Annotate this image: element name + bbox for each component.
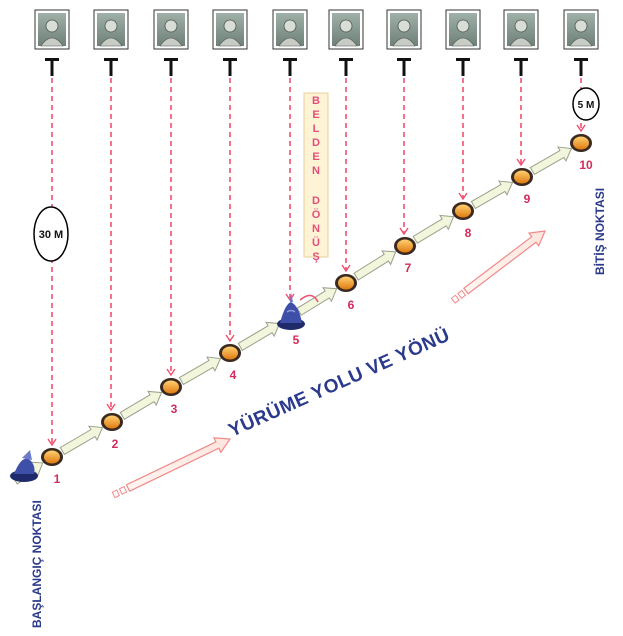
face-target-photo-icon xyxy=(272,9,308,50)
face-target-photo-icon xyxy=(445,9,481,50)
station-number: 1 xyxy=(54,472,61,486)
post-cap-icon xyxy=(283,58,297,61)
walking-path-label: YÜRÜME YOLU VE YÖNÜ xyxy=(225,325,453,442)
direction-arrow-tail xyxy=(450,294,460,304)
station-number: 2 xyxy=(112,437,119,451)
start-point-label: BAŞLANGIÇ NOKTASI xyxy=(30,500,44,628)
guide-arrowhead xyxy=(516,158,526,167)
guide-arrowhead xyxy=(341,264,351,273)
guide-arrowhead xyxy=(166,368,176,377)
guide-arrowhead xyxy=(458,192,468,201)
station-number: 9 xyxy=(524,192,531,206)
guide-arrowhead xyxy=(285,293,295,302)
station-marker-fill xyxy=(455,204,471,218)
station-markers xyxy=(41,134,592,466)
post-icon xyxy=(519,60,523,76)
distance-30m-label: 30 M xyxy=(39,229,63,241)
path-arrow xyxy=(178,356,222,386)
post-icon xyxy=(579,60,583,76)
station-number: 10 xyxy=(579,158,593,172)
post-cap-icon xyxy=(339,58,353,61)
post-icon xyxy=(109,60,113,76)
station-numbers: 1 2 3 4 5 6 7 8 9 10 xyxy=(54,158,593,486)
station-number: 3 xyxy=(171,402,178,416)
end-point-label: BİTİŞ NOKTASI xyxy=(592,188,607,275)
station-marker-fill xyxy=(514,170,530,184)
station-marker-fill xyxy=(222,346,238,360)
direction-arrow-tail xyxy=(118,485,128,495)
post-cap-icon xyxy=(574,58,588,61)
post-icon xyxy=(228,60,232,76)
path-arrow xyxy=(119,390,163,421)
start-cone-icon xyxy=(10,450,38,482)
direction-arrows xyxy=(111,230,546,499)
path-arrow xyxy=(353,250,397,281)
path-arrow xyxy=(237,321,281,352)
face-target-photo-icon xyxy=(34,9,70,50)
guide-arrowhead xyxy=(399,227,409,236)
turn-arc-icon xyxy=(299,294,319,303)
post-cap-icon xyxy=(514,58,528,61)
post-cap-icon xyxy=(223,58,237,61)
face-target-photo-icon xyxy=(386,9,422,50)
post-cap-icon xyxy=(104,58,118,61)
direction-arrow-tail xyxy=(111,489,121,499)
distance-5m-badge: 5 M xyxy=(572,87,600,121)
post-icon xyxy=(50,60,54,76)
face-target-photo-icon xyxy=(153,9,189,50)
post-icon xyxy=(169,60,173,76)
distance-30m-badge: 30 M xyxy=(33,206,69,262)
path-arrow xyxy=(529,146,573,176)
station-number: 4 xyxy=(230,368,237,382)
station-marker-fill xyxy=(104,415,120,429)
station-marker-fill xyxy=(338,276,354,290)
path-arrow xyxy=(470,180,514,210)
station-number: 7 xyxy=(405,261,412,275)
face-target-photo-icon xyxy=(212,9,248,50)
post-icon xyxy=(288,60,292,76)
post-icon xyxy=(461,60,465,76)
guide-arrowhead xyxy=(576,124,586,133)
post-cap-icon xyxy=(397,58,411,61)
path-arrow xyxy=(59,425,104,456)
station-number: 5 xyxy=(293,333,300,347)
station-marker-fill xyxy=(573,136,589,150)
station-number: 6 xyxy=(348,298,355,312)
post-icon xyxy=(344,60,348,76)
guide-arrowhead xyxy=(106,403,116,412)
post-icon xyxy=(402,60,406,76)
post-cap-icon xyxy=(45,58,59,61)
face-target-photo-icon xyxy=(328,9,364,50)
guide-arrowhead xyxy=(47,438,57,447)
post-cap-icon xyxy=(456,58,470,61)
station-number: 8 xyxy=(465,226,472,240)
turn-cone-icon xyxy=(277,292,305,330)
face-target-photo-icon xyxy=(503,9,539,50)
direction-arrow xyxy=(463,230,546,295)
face-target-photo-icon xyxy=(563,9,599,50)
path-arrow xyxy=(412,214,455,244)
guide-arrowhead xyxy=(225,334,235,343)
post-cap-icon xyxy=(164,58,178,61)
station-marker-fill xyxy=(397,239,413,253)
direction-arrow-tail xyxy=(457,289,467,299)
station-marker-fill xyxy=(44,450,60,464)
direction-arrow xyxy=(125,437,232,492)
distance-5m-label: 5 M xyxy=(578,100,595,111)
face-target-photo-icon xyxy=(93,9,129,50)
station-marker-fill xyxy=(163,380,179,394)
target-photos-row xyxy=(34,9,599,76)
